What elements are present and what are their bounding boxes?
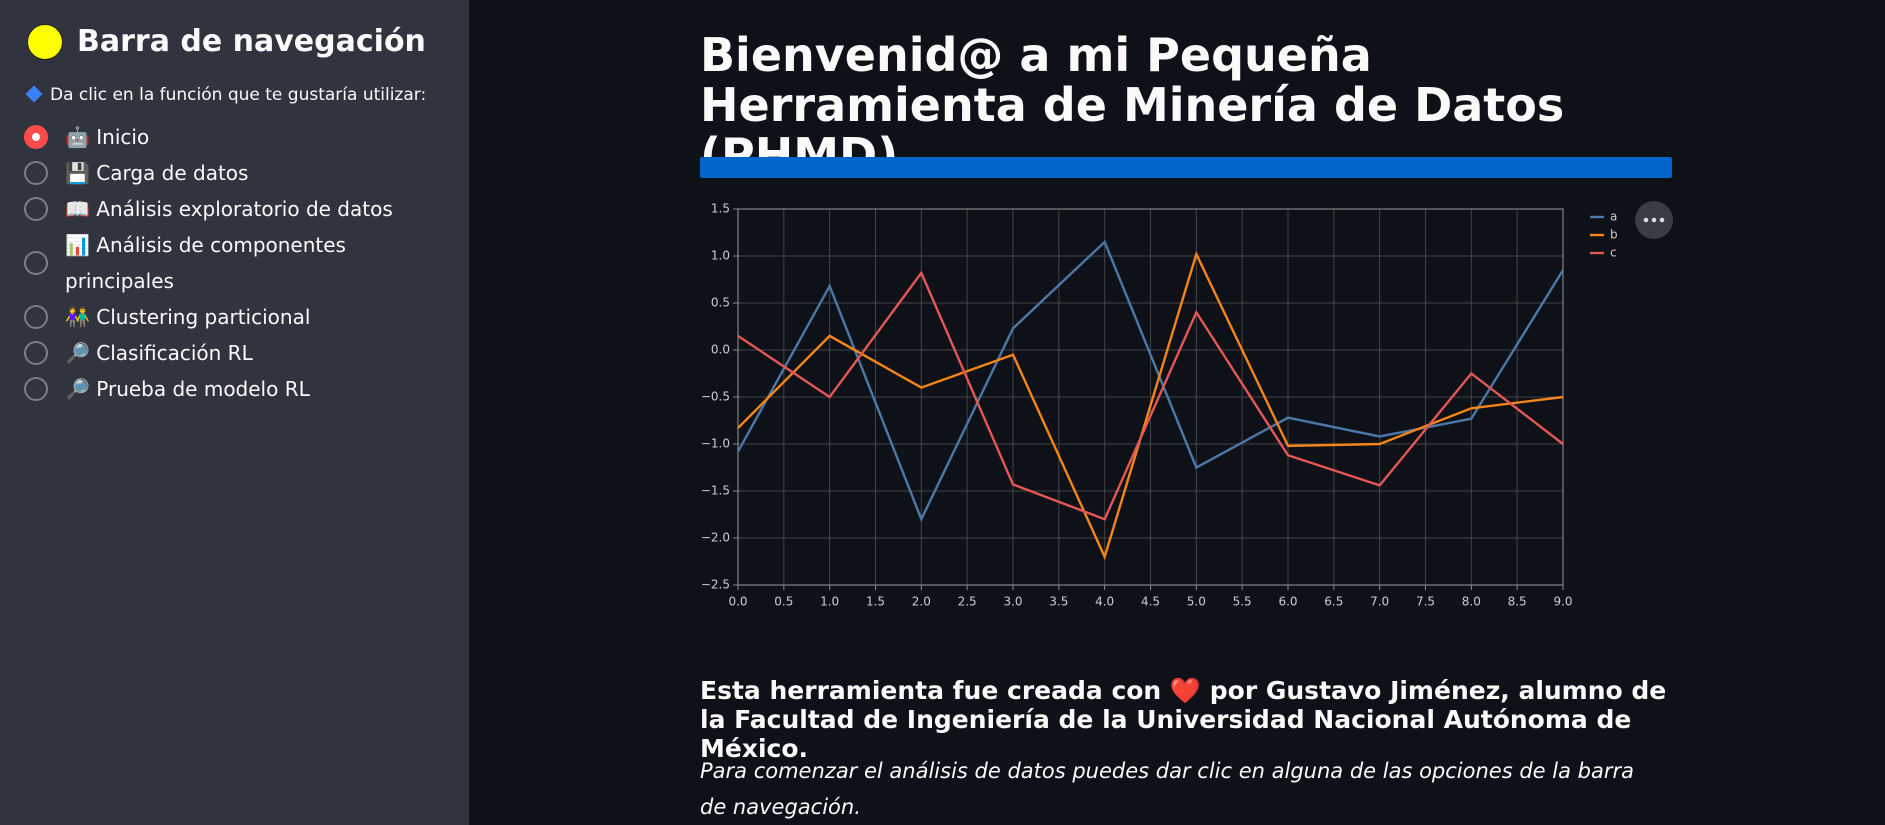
- y-tick-label: −1.0: [701, 437, 730, 451]
- radio-option[interactable]: 🤖 Inicio: [24, 119, 410, 155]
- sidebar-title: Barra de navegación: [77, 24, 426, 59]
- x-tick-label: 3.0: [1003, 595, 1022, 609]
- sidebar-prompt: Da clic en la función que te gustaría ut…: [50, 85, 427, 105]
- radio-label: 🔎 Prueba de modelo RL: [65, 377, 310, 401]
- radio-button[interactable]: [24, 125, 48, 149]
- x-tick-label: 0.5: [774, 595, 793, 609]
- legend-label: b: [1610, 228, 1618, 242]
- radio-label: 🔎 Clasificación RL: [65, 341, 253, 365]
- radio-option[interactable]: 📊 Análisis de componentes principales: [24, 227, 410, 299]
- radio-option[interactable]: 👫 Clustering particional: [24, 299, 410, 335]
- credits-heading: Esta herramienta fue creada con ❤️ por G…: [700, 676, 1667, 763]
- y-tick-label: 1.0: [711, 249, 730, 263]
- x-tick-label: 1.5: [866, 595, 885, 609]
- x-tick-label: 7.0: [1370, 595, 1389, 609]
- radio-label: 📖 Análisis exploratorio de datos: [65, 197, 393, 221]
- radio-button[interactable]: [24, 341, 48, 365]
- radio-option[interactable]: 💾 Carga de datos: [24, 155, 410, 191]
- radio-button[interactable]: [24, 197, 48, 221]
- intro-note: Para comenzar el análisis de datos puede…: [700, 759, 1634, 819]
- x-tick-label: 3.5: [1049, 595, 1068, 609]
- x-tick-label: 7.5: [1416, 595, 1435, 609]
- x-tick-label: 2.5: [958, 595, 977, 609]
- radio-button[interactable]: [24, 305, 48, 329]
- radio-option[interactable]: 📖 Análisis exploratorio de datos: [24, 191, 410, 227]
- radio-list: 🤖 Inicio 💾 Carga de datos 📖 Análisis explo…: [24, 119, 410, 407]
- x-tick-label: 4.5: [1141, 595, 1160, 609]
- radio-button[interactable]: [24, 377, 48, 401]
- x-tick-label: 8.5: [1508, 595, 1527, 609]
- x-tick-label: 1.0: [820, 595, 839, 609]
- radio-label: 👫 Clustering particional: [65, 305, 311, 329]
- radio-label: 💾 Carga de datos: [65, 161, 249, 185]
- x-tick-label: 5.5: [1233, 595, 1252, 609]
- radio-button[interactable]: [24, 251, 48, 275]
- y-tick-label: −1.5: [701, 484, 730, 498]
- sidebar: Barra de navegación Da clic en la funció…: [0, 0, 469, 825]
- x-tick-label: 6.5: [1324, 595, 1343, 609]
- chart: −2.5 −2.0 −1.5 −1.0 −0.5 0.0 0.5 1.0 1.5 0.0 0.5 1.…: [701, 201, 1673, 609]
- menu-dot: [1651, 217, 1657, 223]
- x-tick-label: 9.0: [1553, 595, 1572, 609]
- menu-dot: [1659, 217, 1665, 223]
- radio-label: 📊 Análisis de componentes principales: [65, 233, 346, 293]
- series-line: [737, 270, 1564, 521]
- x-tick-label: 2.0: [912, 595, 931, 609]
- x-tick-label: 0.0: [728, 595, 747, 609]
- menu-dot: [1643, 217, 1649, 223]
- x-tick-label: 4.0: [1095, 595, 1114, 609]
- y-tick-label: 0.5: [711, 296, 730, 310]
- radio-label: 🤖 Inicio: [65, 125, 150, 149]
- y-tick-label: 1.5: [711, 202, 730, 216]
- radio-button[interactable]: [24, 161, 48, 185]
- diamond-icon: [25, 85, 43, 103]
- divider-bar: [700, 157, 1672, 178]
- yellow-circle-icon: [27, 24, 63, 60]
- x-tick-label: 6.0: [1278, 595, 1297, 609]
- legend-label: c: [1610, 246, 1617, 260]
- radio-option[interactable]: 🔎 Prueba de modelo RL: [24, 371, 410, 407]
- radio-option[interactable]: 🔎 Clasificación RL: [24, 335, 410, 371]
- legend-label: a: [1610, 210, 1617, 224]
- x-tick-label: 5.0: [1187, 595, 1206, 609]
- y-tick-label: −2.0: [701, 531, 730, 545]
- y-tick-label: −0.5: [701, 390, 730, 404]
- main-title: Bienvenid@ a mi Pequeña Herramienta de M…: [700, 28, 1565, 182]
- y-tick-label: −2.5: [701, 578, 730, 592]
- x-tick-label: 8.0: [1462, 595, 1481, 609]
- series-line: [737, 250, 1564, 561]
- y-tick-label: 0.0: [711, 343, 730, 357]
